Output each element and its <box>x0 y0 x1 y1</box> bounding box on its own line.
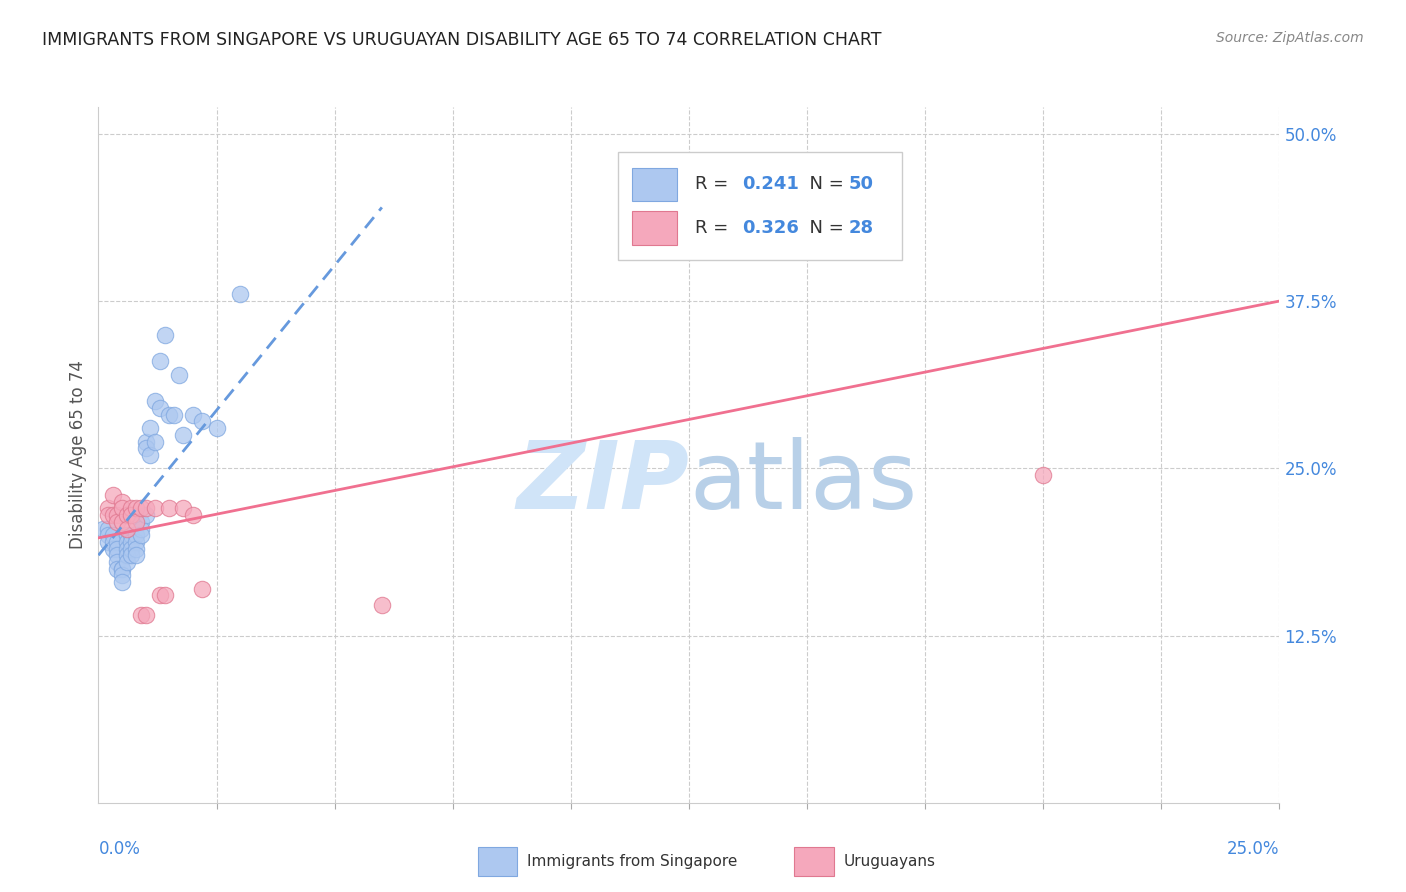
Point <box>97 521 120 535</box>
Point <box>115 541 138 556</box>
Point <box>115 528 138 542</box>
Point <box>149 401 172 416</box>
Point <box>125 535 148 549</box>
Point <box>105 541 128 556</box>
Text: Immigrants from Singapore: Immigrants from Singapore <box>527 855 738 869</box>
Point <box>115 521 138 535</box>
FancyBboxPatch shape <box>633 211 678 244</box>
Point <box>172 501 194 516</box>
Point <box>97 508 120 523</box>
Point <box>181 408 204 422</box>
Point <box>135 501 157 516</box>
Point <box>1032 468 1054 483</box>
Point <box>125 548 148 563</box>
Point <box>143 434 166 449</box>
Text: 0.326: 0.326 <box>742 219 799 237</box>
Point <box>139 421 162 435</box>
Point <box>97 501 120 516</box>
Text: Source: ZipAtlas.com: Source: ZipAtlas.com <box>1216 31 1364 45</box>
Point <box>121 508 143 523</box>
Text: R =: R = <box>695 219 734 237</box>
Point <box>143 394 166 409</box>
Text: 50: 50 <box>848 175 873 194</box>
FancyBboxPatch shape <box>633 168 678 201</box>
Point <box>111 562 134 576</box>
Point <box>111 568 134 582</box>
Text: 28: 28 <box>848 219 873 237</box>
Point <box>191 415 214 429</box>
Point <box>97 528 120 542</box>
Point <box>101 535 124 549</box>
Point <box>125 541 148 556</box>
Text: N =: N = <box>797 175 849 194</box>
Point <box>135 434 157 449</box>
Point <box>111 575 134 590</box>
Point <box>115 508 138 523</box>
FancyBboxPatch shape <box>619 153 901 260</box>
Point <box>163 408 186 422</box>
Point <box>191 582 214 596</box>
Point <box>111 494 134 508</box>
Point <box>115 535 138 549</box>
Point <box>149 589 172 603</box>
Point <box>149 354 172 368</box>
Point <box>101 508 124 523</box>
Point <box>153 327 176 342</box>
Point <box>129 608 152 623</box>
Point <box>153 589 176 603</box>
Text: 0.0%: 0.0% <box>98 839 141 857</box>
Point <box>135 608 157 623</box>
Point <box>129 521 152 535</box>
Point <box>105 562 128 576</box>
Point <box>139 448 162 462</box>
Point <box>125 528 148 542</box>
Text: 0.241: 0.241 <box>742 175 799 194</box>
Point <box>125 501 148 516</box>
Point <box>129 528 152 542</box>
Point <box>105 508 128 523</box>
Point <box>157 501 180 516</box>
Point <box>101 528 124 542</box>
Text: R =: R = <box>695 175 734 194</box>
Point <box>129 515 152 529</box>
Point <box>121 528 143 542</box>
Point <box>121 535 143 549</box>
Point <box>101 541 124 556</box>
Point <box>111 562 134 576</box>
Point <box>172 428 194 442</box>
Point <box>111 515 134 529</box>
Text: atlas: atlas <box>689 437 917 529</box>
Point <box>229 287 252 301</box>
Point <box>105 548 128 563</box>
Point <box>105 555 128 569</box>
Point <box>121 548 143 563</box>
Point <box>129 501 152 516</box>
Point <box>101 488 124 502</box>
Point <box>135 442 157 456</box>
Point <box>115 548 138 563</box>
Point <box>121 501 143 516</box>
Point <box>111 501 134 516</box>
Point <box>157 408 180 422</box>
Point <box>105 535 128 549</box>
Text: ZIP: ZIP <box>516 437 689 529</box>
Point <box>143 501 166 516</box>
Point <box>181 508 204 523</box>
Point <box>125 515 148 529</box>
Point <box>167 368 190 382</box>
Point <box>115 555 138 569</box>
Text: IMMIGRANTS FROM SINGAPORE VS URUGUAYAN DISABILITY AGE 65 TO 74 CORRELATION CHART: IMMIGRANTS FROM SINGAPORE VS URUGUAYAN D… <box>42 31 882 49</box>
Text: 25.0%: 25.0% <box>1227 839 1279 857</box>
Point <box>97 535 120 549</box>
Point <box>91 521 114 535</box>
Point <box>121 541 143 556</box>
Point <box>135 508 157 523</box>
Point <box>371 598 394 612</box>
Text: N =: N = <box>797 219 849 237</box>
Point <box>205 421 228 435</box>
Text: Uruguayans: Uruguayans <box>844 855 935 869</box>
Point <box>105 515 128 529</box>
Y-axis label: Disability Age 65 to 74: Disability Age 65 to 74 <box>69 360 87 549</box>
